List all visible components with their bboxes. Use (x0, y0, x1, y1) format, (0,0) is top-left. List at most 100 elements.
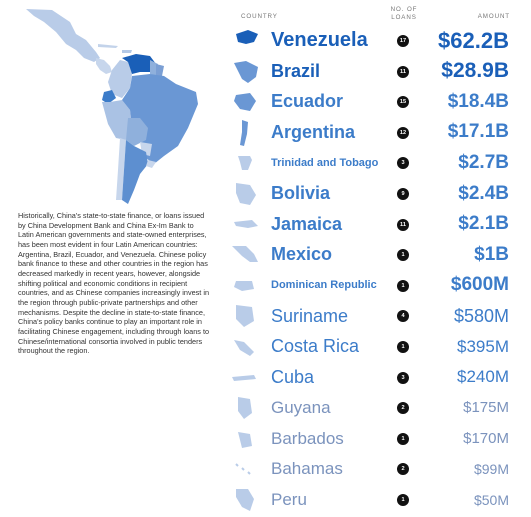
loan-amount: $240M (457, 367, 509, 387)
table-row: Bahamas 2 $99M (228, 454, 528, 484)
country-name: Mexico (271, 244, 333, 265)
loan-amount: $50M (473, 491, 509, 508)
map-ecuador (102, 90, 116, 104)
map-venezuela (122, 54, 156, 74)
table-row: Costa Rica 1 $395M (228, 332, 528, 362)
table-row: Guyana 2 $175M (228, 393, 528, 423)
loan-count-badge: 1 (397, 249, 409, 262)
loan-count-badge: 11 (397, 65, 409, 78)
table-row: Peru 1 $50M (228, 485, 528, 515)
loan-count-badge: 1 (397, 279, 409, 292)
table-row: Trinidad and Tobago 3 $2.7B (228, 148, 528, 178)
amount-column-header: AMOUNT (477, 13, 510, 20)
country-shape-icon (235, 463, 251, 476)
country-shape-icon (236, 30, 258, 44)
loans-header-line2: LOANS (391, 13, 417, 21)
loan-amount: $2.4B (458, 182, 509, 204)
loan-count-badge: 2 (397, 463, 409, 476)
loan-amount: $62.2B (438, 27, 509, 53)
table-row: Jamaica 11 $2.1B (228, 210, 528, 240)
loan-amount: $170M (463, 429, 509, 447)
country-shape-icon (236, 183, 256, 205)
table-row: Brazil 11 $28.9B (228, 57, 528, 87)
loan-count-badge: 1 (397, 494, 409, 506)
country-shape-icon (236, 489, 254, 511)
loans-column-header: NO. OF LOANS (384, 6, 424, 21)
country-name: Bolivia (271, 183, 331, 204)
map-colombia (108, 60, 132, 98)
loan-count-badge: 1 (397, 341, 409, 353)
loan-amount: $175M (463, 399, 509, 417)
country-name: Costa Rica (271, 336, 360, 357)
loan-amount: $17.1B (447, 121, 509, 143)
loan-count-badge: 2 (397, 402, 409, 415)
map-hispaniola (122, 50, 132, 53)
country-shape-icon (240, 119, 248, 146)
country-name: Ecuador (271, 91, 344, 112)
country-name: Cuba (271, 366, 315, 387)
country-name: Brazil (271, 60, 321, 81)
map-cuba (98, 44, 118, 48)
country-shape-icon (232, 246, 258, 263)
loan-amount: $580M (453, 305, 509, 326)
map-argentina (122, 140, 148, 204)
country-shape-icon (232, 374, 256, 381)
map-uruguay (146, 160, 156, 168)
country-name: Jamaica (271, 213, 343, 234)
latin-america-map (26, 9, 198, 204)
country-name: Suriname (271, 305, 349, 326)
loan-count-badge: 17 (397, 35, 409, 47)
map-mexico (26, 9, 100, 62)
map-bolivia (126, 118, 148, 146)
loan-amount: $2.7B (458, 151, 509, 173)
country-shape-icon (234, 93, 256, 112)
country-name: Venezuela (271, 29, 368, 51)
loan-count-badge: 12 (397, 126, 409, 139)
loan-count-badge: 11 (397, 218, 409, 231)
table-row: Venezuela 17 $62.2B (228, 26, 528, 56)
loan-amount: $395M (457, 336, 509, 356)
country-shape-icon (238, 431, 252, 448)
description-text: Historically, China's state-to-state fin… (18, 211, 210, 356)
loan-count-badge: 9 (397, 188, 409, 200)
map-suriname (156, 64, 164, 76)
table-row: Bolivia 9 $2.4B (228, 179, 528, 209)
country-name: Dominican Republic (271, 279, 377, 292)
loan-count-badge: 3 (397, 371, 409, 384)
country-name: Barbados (271, 428, 344, 448)
table-row: Argentina 12 $17.1B (228, 118, 528, 148)
loan-amount: $18.4B (447, 90, 509, 112)
loan-amount: $1B (474, 243, 509, 265)
loan-amount: $600M (450, 274, 509, 296)
country-name: Trinidad and Tobago (271, 156, 379, 169)
table-row: Cuba 3 $240M (228, 363, 528, 393)
country-shape-icon (238, 397, 252, 420)
country-name: Guyana (271, 397, 331, 417)
map-chile (116, 138, 126, 200)
table-row: Dominican Republic 1 $600M (228, 271, 528, 301)
table-row: Suriname 4 $580M (228, 301, 528, 331)
country-shape-icon (234, 219, 258, 228)
country-shape-icon (234, 340, 254, 356)
loan-count-badge: 15 (397, 96, 409, 109)
loan-amount: $2.1B (458, 213, 509, 235)
table-row: Barbados 1 $170M (228, 424, 528, 454)
table-row: Mexico 1 $1B (228, 240, 528, 270)
loan-count-badge: 3 (397, 157, 409, 170)
map-peru (102, 100, 132, 140)
country-name: Argentina (271, 121, 356, 142)
country-shape-icon (234, 280, 254, 291)
country-shape-icon (234, 60, 258, 83)
map-central-america (96, 58, 112, 74)
loan-amount: $28.9B (441, 58, 509, 82)
country-column-header: COUNTRY (241, 13, 278, 20)
country-name: Bahamas (271, 459, 343, 479)
loans-header-line1: NO. OF (390, 6, 418, 13)
country-shape-icon (236, 305, 254, 328)
loan-count-badge: 4 (397, 310, 409, 323)
country-name: Peru (271, 489, 307, 509)
country-shape-icon (238, 156, 252, 171)
loan-count-badge: 1 (397, 432, 409, 445)
table-row: Ecuador 15 $18.4B (228, 87, 528, 117)
loan-amount: $99M (473, 460, 509, 477)
